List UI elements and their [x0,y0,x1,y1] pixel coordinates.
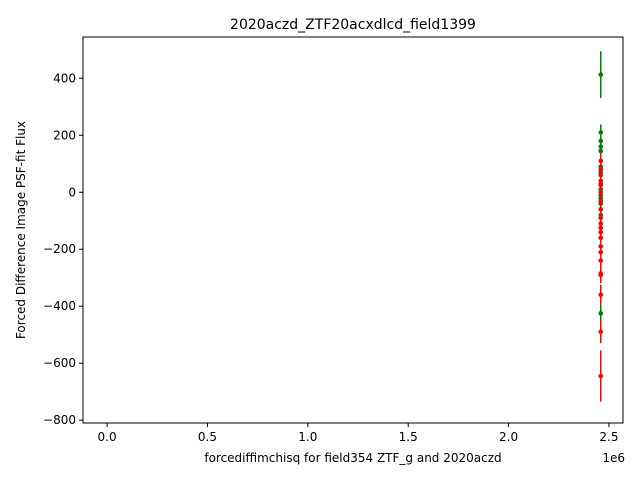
data-point [598,373,604,379]
data-point [598,311,604,316]
x-axis-label: forcediffimchisq for field354 ZTF_g and … [204,451,501,465]
x-tick-label: 2.0 [499,430,518,444]
plot-frame [82,36,624,424]
data-point [598,235,604,241]
x-tick-label: 0.0 [98,430,117,444]
x-tick-label: 1.0 [298,430,317,444]
y-axis-label: Forced Difference Image PSF-fit Flux [14,121,28,339]
data-point [598,144,604,149]
data-point [598,158,604,164]
data-point [598,172,604,178]
y-tick-label: −800 [43,413,76,427]
data-point [598,207,604,212]
data-point [598,72,604,77]
y-tick-label: −200 [43,242,76,256]
plot-area [598,51,604,402]
data-point [598,221,604,226]
data-point [598,138,604,144]
data-point [598,244,604,249]
data-point [598,178,604,184]
y-tick-label: 0 [68,185,76,199]
x-tick-label: 0.5 [198,430,217,444]
y-tick-label: −600 [43,356,76,370]
data-point [598,229,604,235]
data-point [598,182,604,188]
data-point [598,148,604,154]
data-point [598,329,604,335]
x-tick-label: 2.5 [599,430,618,444]
series-1 [598,152,604,402]
data-point [598,167,604,172]
y-tick-label: 400 [53,71,76,85]
data-point [598,249,604,255]
data-point [598,198,604,204]
data-point [598,189,604,195]
x-axis-offset-label: 1e6 [602,451,625,465]
y-tick-label: −400 [43,299,76,313]
data-point [598,130,604,135]
data-point [598,292,604,298]
data-point [598,272,604,278]
data-point [598,258,604,263]
data-point [598,215,604,221]
x-tick-label: 1.5 [399,430,418,444]
y-tick-label: 200 [53,128,76,142]
axes: 0.0 0.5 1.0 1.5 2.0 2.5 −800 −600 −400 −200 0 200 40… [43,36,624,444]
data-point [598,225,604,231]
chart-title: 2020aczd_ZTF20acxdlcd_field1399 [230,17,476,33]
